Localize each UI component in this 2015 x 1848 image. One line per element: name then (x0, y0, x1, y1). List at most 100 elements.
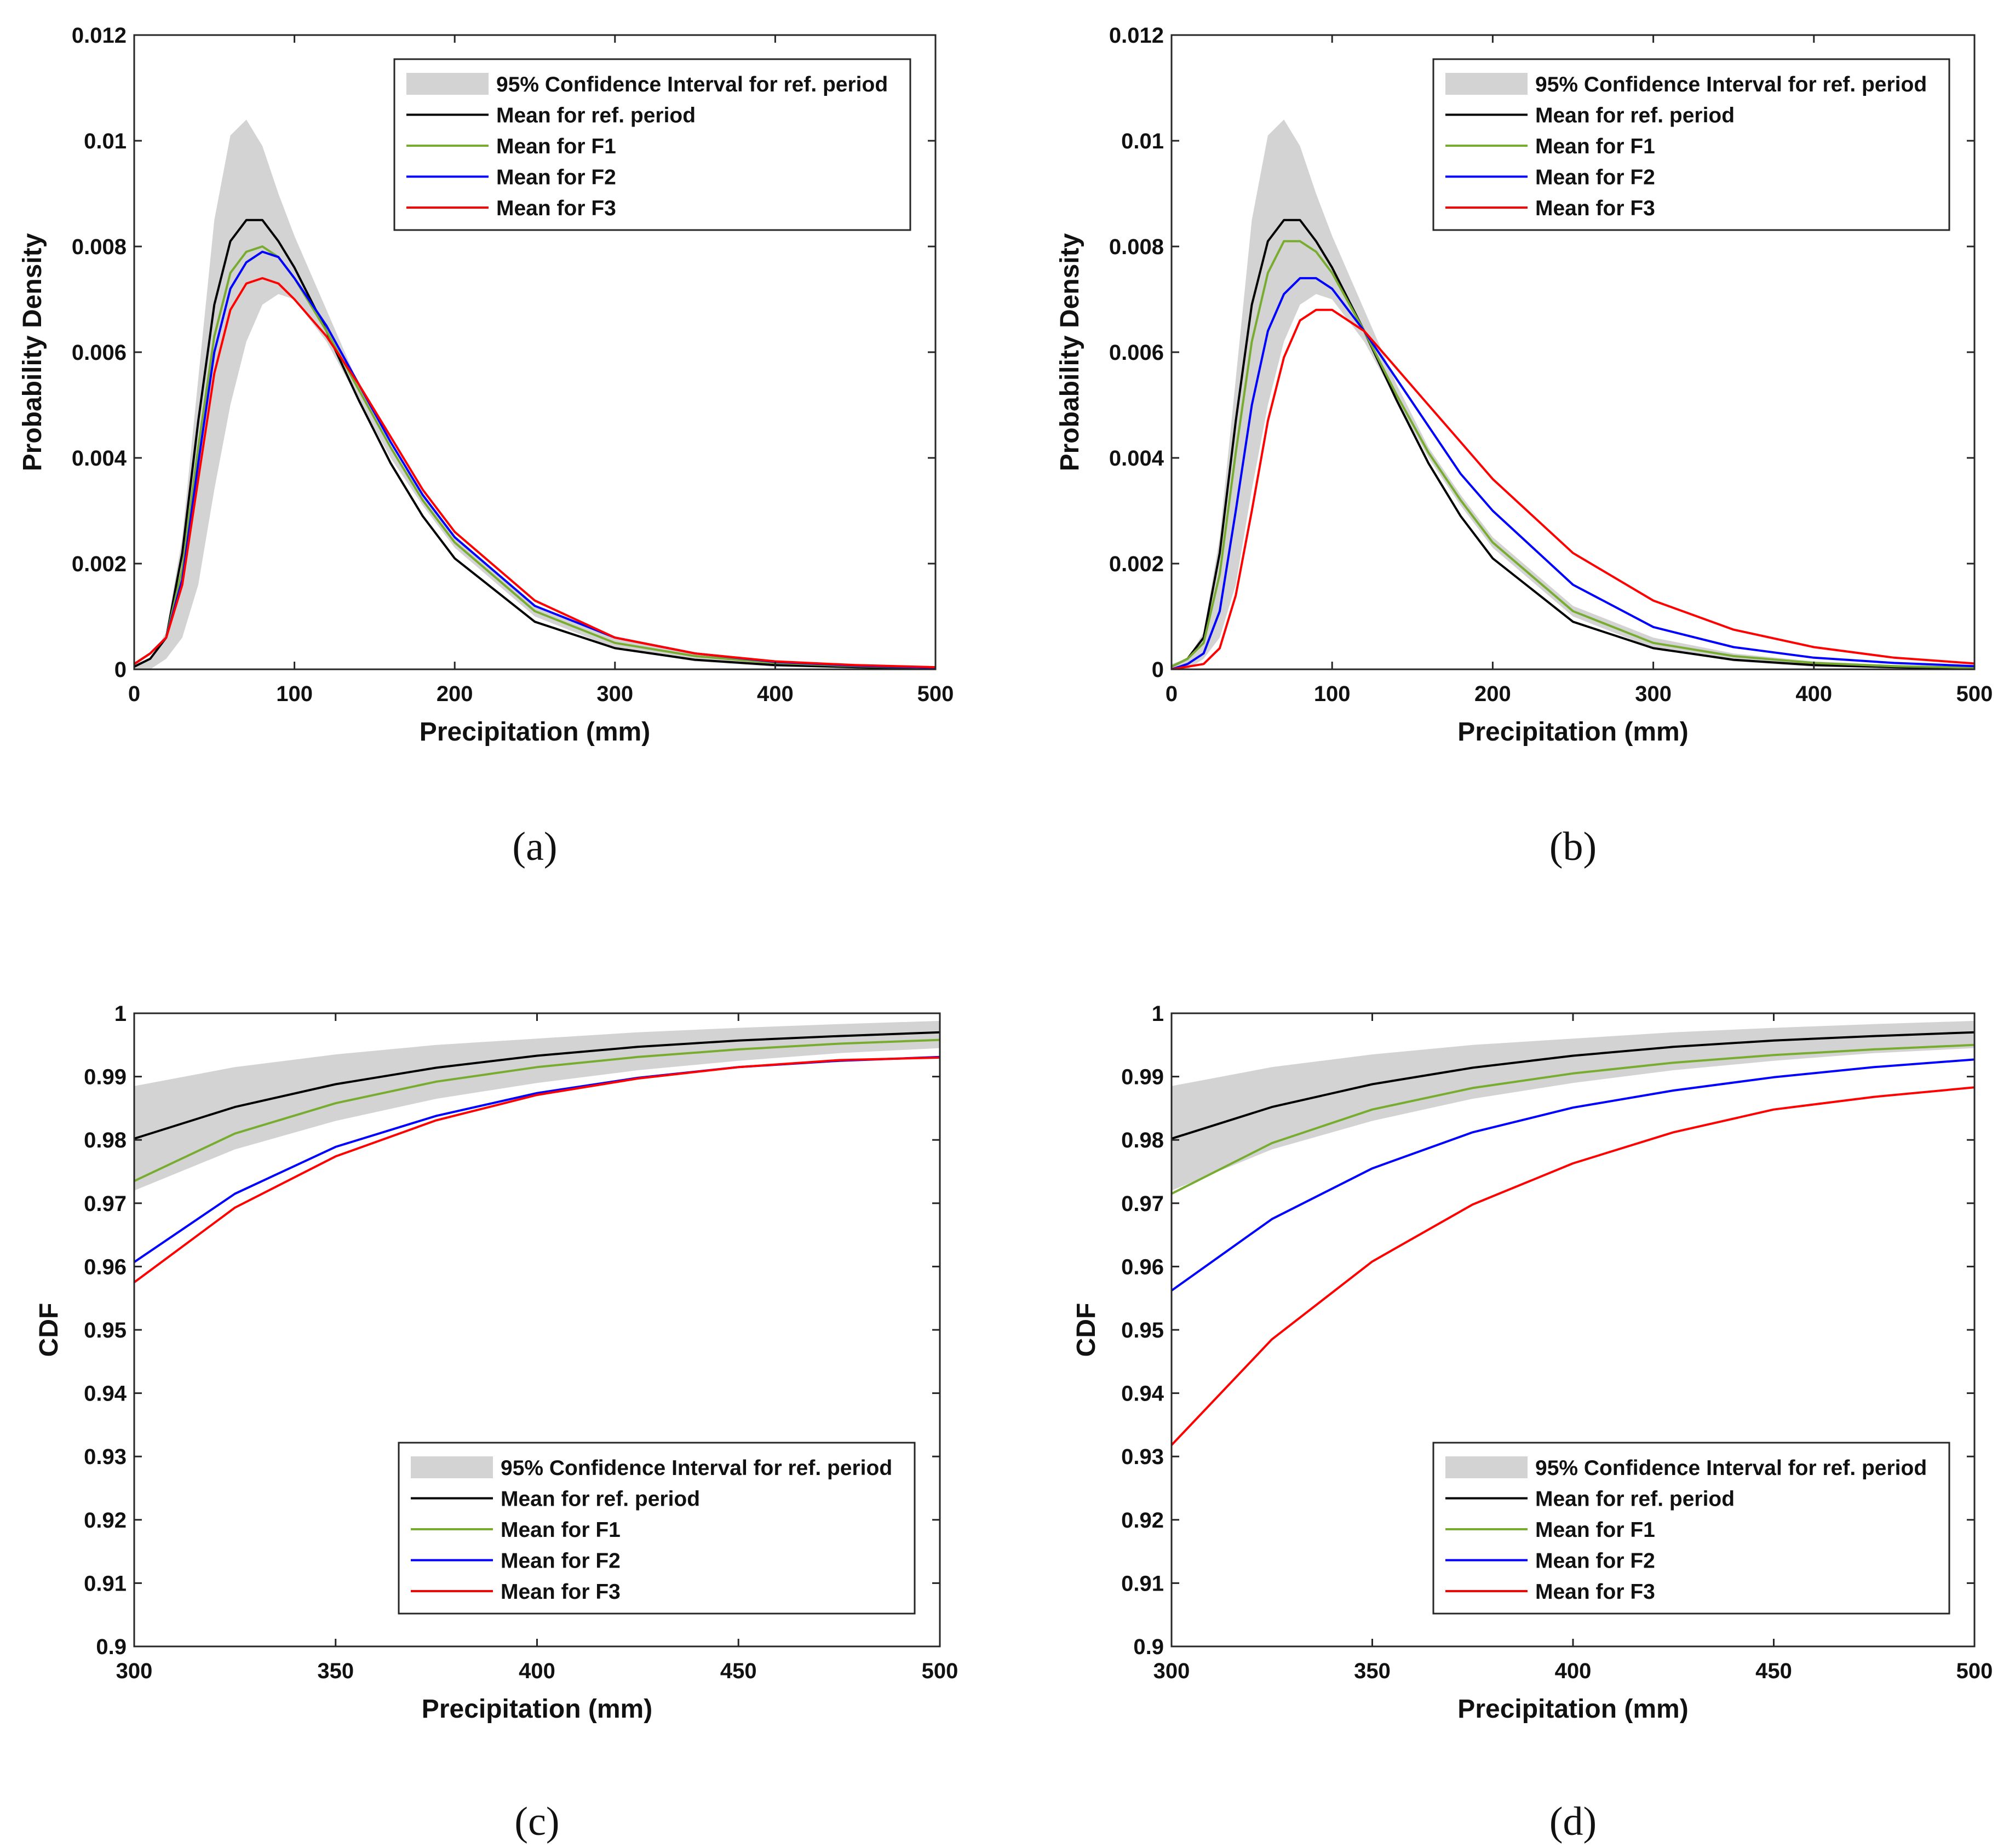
legend-label-ref: Mean for ref. period (1535, 1488, 1735, 1511)
x-axis-title: Precipitation (mm) (1457, 718, 1688, 747)
y-tick-label: 0.95 (84, 1318, 127, 1342)
series-line-f1 (134, 1038, 940, 1183)
legend-label-f3: Mean for F3 (1535, 1580, 1655, 1604)
x-tick-label: 300 (1635, 682, 1672, 706)
legend-label-ref: Mean for ref. period (496, 104, 696, 128)
series-line-f3 (134, 1056, 940, 1283)
x-tick-label: 400 (757, 682, 794, 706)
y-tick-label: 0.92 (1121, 1508, 1164, 1533)
x-tick-label: 300 (116, 1659, 153, 1683)
legend-swatch-ci (1445, 73, 1528, 95)
series-line-f3 (134, 277, 935, 669)
series-line-f3 (1172, 308, 1974, 669)
legend-label-f3: Mean for F3 (1535, 197, 1655, 220)
legend: 95% Confidence Interval for ref. period M… (393, 58, 911, 231)
x-tick-label: 0 (1166, 682, 1178, 706)
y-tick-label: 0.99 (1121, 1065, 1164, 1089)
y-tick-label: 0.006 (72, 341, 127, 365)
y-tick-label: 0.96 (1121, 1255, 1164, 1279)
panel-label-d: (d) (1549, 1799, 1597, 1844)
legend: 95% Confidence Interval for ref. period M… (1432, 58, 1950, 231)
ci-band (134, 1020, 940, 1191)
legend-label-ref: Mean for ref. period (501, 1488, 700, 1511)
x-axis-title: Precipitation (mm) (422, 1695, 652, 1724)
legend-label-ref: Mean for ref. period (1535, 104, 1735, 128)
x-tick-label: 450 (1755, 1659, 1792, 1683)
x-tick-label: 350 (317, 1659, 354, 1683)
legend-label-f3: Mean for F3 (496, 197, 616, 220)
legend-label-f2: Mean for F2 (501, 1549, 621, 1573)
y-tick-label: 0.98 (1121, 1128, 1164, 1152)
legend-label-ci: 95% Confidence Interval for ref. period (496, 73, 888, 96)
x-tick-label: 100 (1314, 682, 1351, 706)
legend-label-ci: 95% Confidence Interval for ref. period (1535, 1456, 1927, 1480)
ci-band (1172, 1020, 1974, 1191)
y-axis-title: Probability Density (18, 233, 47, 471)
y-tick-label: 0.94 (84, 1382, 127, 1406)
x-tick-label: 500 (917, 682, 954, 706)
plot-area (134, 1020, 940, 1283)
panel-d: 300 350 400 450 500 0.9 0.91 0.92 0.93 0.94 0.95 0.… (1072, 1002, 1993, 1844)
legend-label-f1: Mean for F1 (1535, 1518, 1655, 1542)
panel-c: 300 350 400 450 500 0.9 0.91 0.92 0.93 0.94 0.95 0.… (35, 1002, 958, 1844)
legend-label-f3: Mean for F3 (501, 1580, 621, 1604)
y-tick-label: 0.91 (1121, 1571, 1164, 1596)
panel-label-c: (c) (514, 1799, 559, 1844)
panel-label-b: (b) (1549, 824, 1597, 869)
series-line-ref (1172, 219, 1974, 669)
y-tick-label: 0.002 (72, 552, 127, 576)
x-axis-title: Precipitation (mm) (1457, 1695, 1688, 1724)
y-tick-label: 0.99 (84, 1065, 127, 1089)
y-tick-label: 0.006 (1109, 341, 1164, 365)
y-tick-label: 0.93 (1121, 1445, 1164, 1469)
legend-label-f1: Mean for F1 (501, 1518, 621, 1542)
plot-area (134, 119, 935, 669)
series-line-f3 (1172, 1086, 1974, 1446)
y-tick-label: 0.01 (84, 129, 127, 153)
legend-label-f2: Mean for F2 (1535, 1549, 1655, 1573)
x-tick-label: 200 (1474, 682, 1511, 706)
legend-label-f1: Mean for F1 (496, 135, 616, 158)
x-tick-label: 400 (1795, 682, 1832, 706)
y-tick-label: 0.008 (72, 235, 127, 259)
y-tick-label: 0.012 (72, 24, 127, 48)
y-tick-label: 0 (1152, 658, 1164, 682)
x-tick-label: 200 (437, 682, 473, 706)
y-tick-label: 0 (114, 658, 127, 682)
panel-label-a: (a) (512, 824, 557, 869)
series-line-f1 (1172, 240, 1974, 669)
x-tick-label: 450 (720, 1659, 757, 1683)
x-tick-label: 500 (1956, 1659, 1993, 1683)
y-tick-label: 0.92 (84, 1508, 127, 1533)
x-axis-title: Precipitation (mm) (420, 718, 650, 747)
y-tick-label: 0.94 (1121, 1382, 1164, 1406)
y-axis-title: CDF (1072, 1303, 1101, 1357)
x-tick-label: 300 (596, 682, 633, 706)
y-tick-label: 0.91 (84, 1571, 127, 1596)
legend-label-ci: 95% Confidence Interval for ref. period (1535, 73, 1927, 96)
series-line-ref (134, 1031, 940, 1140)
y-axis-title: CDF (35, 1303, 64, 1357)
y-tick-label: 0.002 (1109, 552, 1164, 576)
legend-swatch-ci (411, 1456, 493, 1478)
y-tick-label: 0.9 (1133, 1635, 1164, 1659)
y-tick-label: 0.93 (84, 1445, 127, 1469)
x-tick-label: 500 (1956, 682, 1993, 706)
y-tick-label: 0.96 (84, 1255, 127, 1279)
x-tick-label: 100 (276, 682, 313, 706)
y-tick-label: 0.012 (1109, 24, 1164, 48)
y-tick-label: 1 (1152, 1002, 1164, 1026)
legend: 95% Confidence Interval for ref. period M… (398, 1442, 916, 1615)
y-axis-title: Probability Density (1055, 233, 1084, 471)
y-tick-label: 0.004 (1109, 446, 1164, 470)
legend-label-f2: Mean for F2 (496, 166, 616, 190)
legend: 95% Confidence Interval for ref. period M… (1432, 1442, 1950, 1615)
x-tick-label: 400 (519, 1659, 555, 1683)
y-tick-label: 0.004 (72, 446, 127, 470)
legend-label-f1: Mean for F1 (1535, 135, 1655, 158)
plot-area (1172, 1020, 1974, 1446)
y-tick-label: 0.9 (96, 1635, 127, 1659)
series-line-ref (1172, 1031, 1974, 1140)
series-line-f2 (1172, 277, 1974, 669)
